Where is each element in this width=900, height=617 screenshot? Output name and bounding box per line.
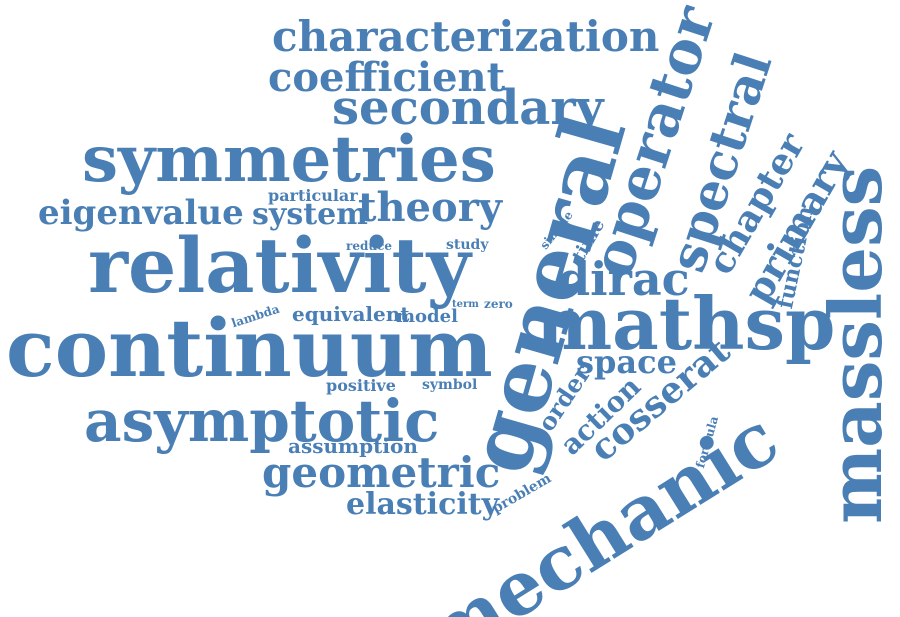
- word-relativity: relativity: [88, 228, 471, 304]
- word-continuum: continuum: [6, 308, 493, 388]
- word-elasticity: elasticity: [346, 490, 499, 520]
- word-characterization: characterization: [272, 16, 659, 58]
- word-symmetries: symmetries: [82, 128, 496, 192]
- word-massless: massless: [820, 166, 892, 524]
